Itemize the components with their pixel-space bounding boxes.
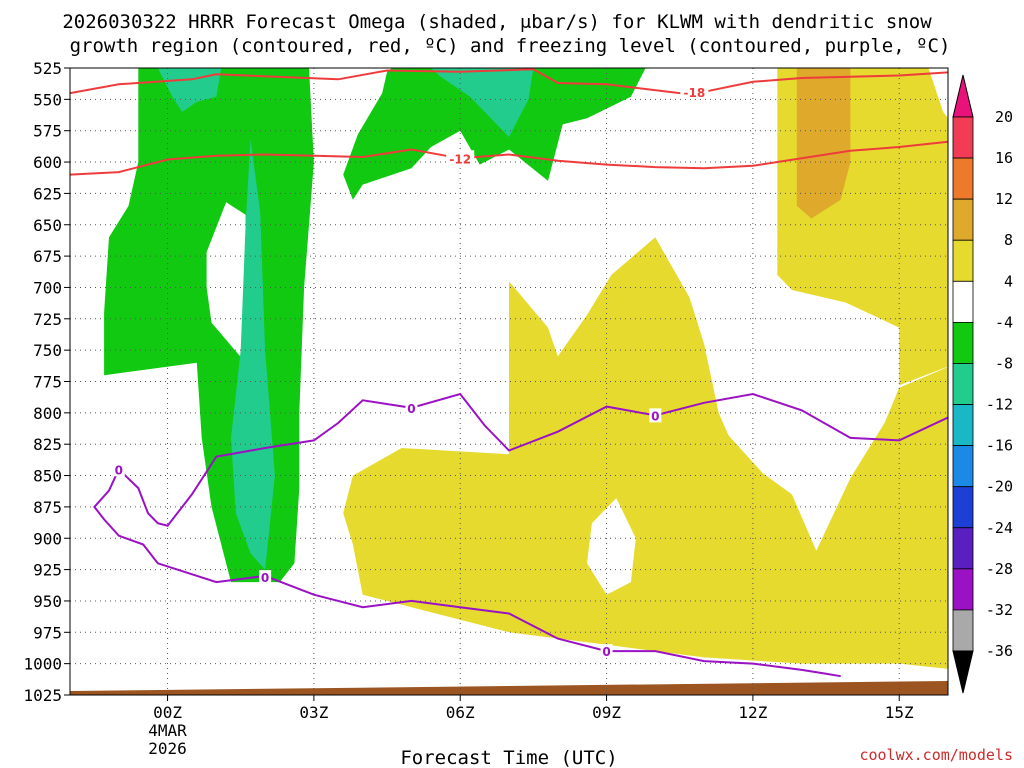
colorbar-tick-label: -20 (986, 478, 1013, 496)
freezing-label-bg (649, 408, 662, 423)
x-tick-label: 06Z (446, 703, 475, 722)
colorbar-tick-label: -28 (986, 560, 1013, 578)
dendritic-label-bg (446, 150, 475, 166)
colorbar-bin (952, 239, 974, 282)
dendritic-contour-1 (70, 140, 948, 176)
x-tick-sublabel: 4MAR (148, 721, 187, 740)
dendritic-contour-0 (70, 68, 948, 95)
colorbar-tick-label: 4 (1004, 272, 1013, 290)
colorbar-tick-label: 20 (995, 108, 1013, 126)
x-tick-label: 00Z (153, 703, 182, 722)
chart-title-line1: 2026030322 HRRR Forecast Omega (shaded, … (62, 11, 932, 33)
credit-text: coolwx.com/models (859, 746, 1013, 764)
freezing-level-contour-0 (118, 392, 948, 527)
x-tick-label: 03Z (299, 703, 328, 722)
colorbar-bottom-arrow (952, 650, 974, 694)
y-tick-label: 925 (33, 561, 62, 580)
y-tick-label: 675 (33, 247, 62, 266)
y-tick-label: 550 (33, 90, 62, 109)
y-tick-label: 750 (33, 341, 62, 360)
y-tick-label: 850 (33, 467, 62, 486)
colorbar-bin (952, 280, 974, 323)
colorbar-bin (952, 445, 974, 488)
freezing-level-label: 0 (115, 463, 123, 477)
omega-region-descent-core-upper-right (796, 68, 851, 219)
freezing-level-label: 0 (261, 571, 269, 585)
omega-region-ascent-column-left (104, 68, 314, 583)
colorbar-bin (952, 527, 974, 570)
y-tick-label: 575 (33, 122, 62, 141)
freezing-level-contour-1 (93, 468, 841, 678)
freezing-label-bg (112, 462, 125, 477)
y-tick-label: 725 (33, 310, 62, 329)
y-tick-label: 800 (33, 404, 62, 423)
freezing-label-bg (405, 400, 418, 415)
colorbar-tick-label: -4 (995, 313, 1013, 331)
colorbar-bin (952, 198, 974, 241)
freezing-level-label: 0 (602, 645, 610, 659)
dendritic-label-bg (680, 83, 709, 99)
freezing-label-bg (600, 644, 613, 659)
freezing-level-label: 0 (651, 409, 659, 423)
colorbar-bin (952, 157, 974, 200)
omega-region-ascent-hole-left (206, 202, 246, 363)
y-tick-label: 700 (33, 278, 62, 297)
colorbar-tick-label: -24 (986, 519, 1013, 537)
colorbar-bin (952, 609, 974, 652)
colorbar-tick-label: -12 (986, 396, 1013, 414)
x-axis-label: Forecast Time (UTC) (400, 747, 617, 768)
colorbar-bin (952, 486, 974, 529)
y-tick-label: 900 (33, 529, 62, 548)
colorbar-tick-label: -36 (986, 642, 1013, 660)
y-tick-label: 825 (33, 435, 62, 454)
x-tick-sublabel: 2026 (148, 739, 187, 758)
y-tick-label: 775 (33, 373, 62, 392)
freezing-label-bg (259, 570, 272, 585)
colorbar-top-arrow (952, 74, 974, 118)
x-tick-label: 12Z (738, 703, 767, 722)
dendritic-contour-label: -18 (684, 86, 706, 100)
omega-region-descent-mid-right (343, 237, 948, 669)
y-tick-label: 1000 (23, 655, 62, 674)
colorbar-bin (952, 321, 974, 364)
y-tick-label: 525 (33, 59, 62, 78)
colorbar-tick-label: 16 (995, 149, 1013, 167)
colorbar-tick-label: -8 (995, 354, 1013, 372)
omega-region-descent-hole-right (587, 498, 636, 595)
y-axis-ticks: 525 550 575 600 625 650 675 700 725 750 775 800 825 8… (23, 59, 70, 705)
omega-region-ascent-core-middle (431, 68, 534, 137)
colorbar-bin (952, 568, 974, 611)
colorbar: 20 16 12 8 4 -4 -8 -12 -16 -20 -24 -28 -32 -36 (952, 74, 1013, 694)
omega-region-upper-right-white-notch (928, 68, 948, 119)
colorbar-bin (952, 363, 974, 405)
colorbar-tick-label: 12 (995, 190, 1013, 208)
y-tick-label: 875 (33, 498, 62, 517)
x-tick-label: 09Z (592, 703, 621, 722)
y-tick-label: 600 (33, 153, 62, 172)
dendritic-contour-label: -12 (449, 152, 471, 166)
y-tick-label: 625 (33, 184, 62, 203)
colorbar-tick-label: 8 (1004, 231, 1013, 249)
colorbar-bin (952, 404, 974, 447)
plot-area: -18 -12 0 0 0 0 0 (70, 68, 948, 695)
y-tick-label: 975 (33, 623, 62, 642)
terrain-fill (70, 681, 948, 695)
omega-region-ascent-core-left (231, 139, 275, 570)
colorbar-tick-label: -16 (986, 437, 1013, 455)
colorbar-tick-label: -32 (986, 601, 1013, 619)
omega-region-ascent-column-middle (343, 68, 646, 200)
y-tick-label: 650 (33, 216, 62, 235)
freezing-level-label: 0 (407, 402, 415, 416)
x-tick-label: 15Z (885, 703, 914, 722)
y-tick-label: 1025 (23, 686, 62, 705)
chart-title-line2: growth region (contoured, red, ºC) and f… (70, 35, 951, 57)
y-tick-label: 950 (33, 592, 62, 611)
omega-region-ascent-top-left-core (157, 68, 222, 112)
colorbar-bin (952, 116, 974, 159)
